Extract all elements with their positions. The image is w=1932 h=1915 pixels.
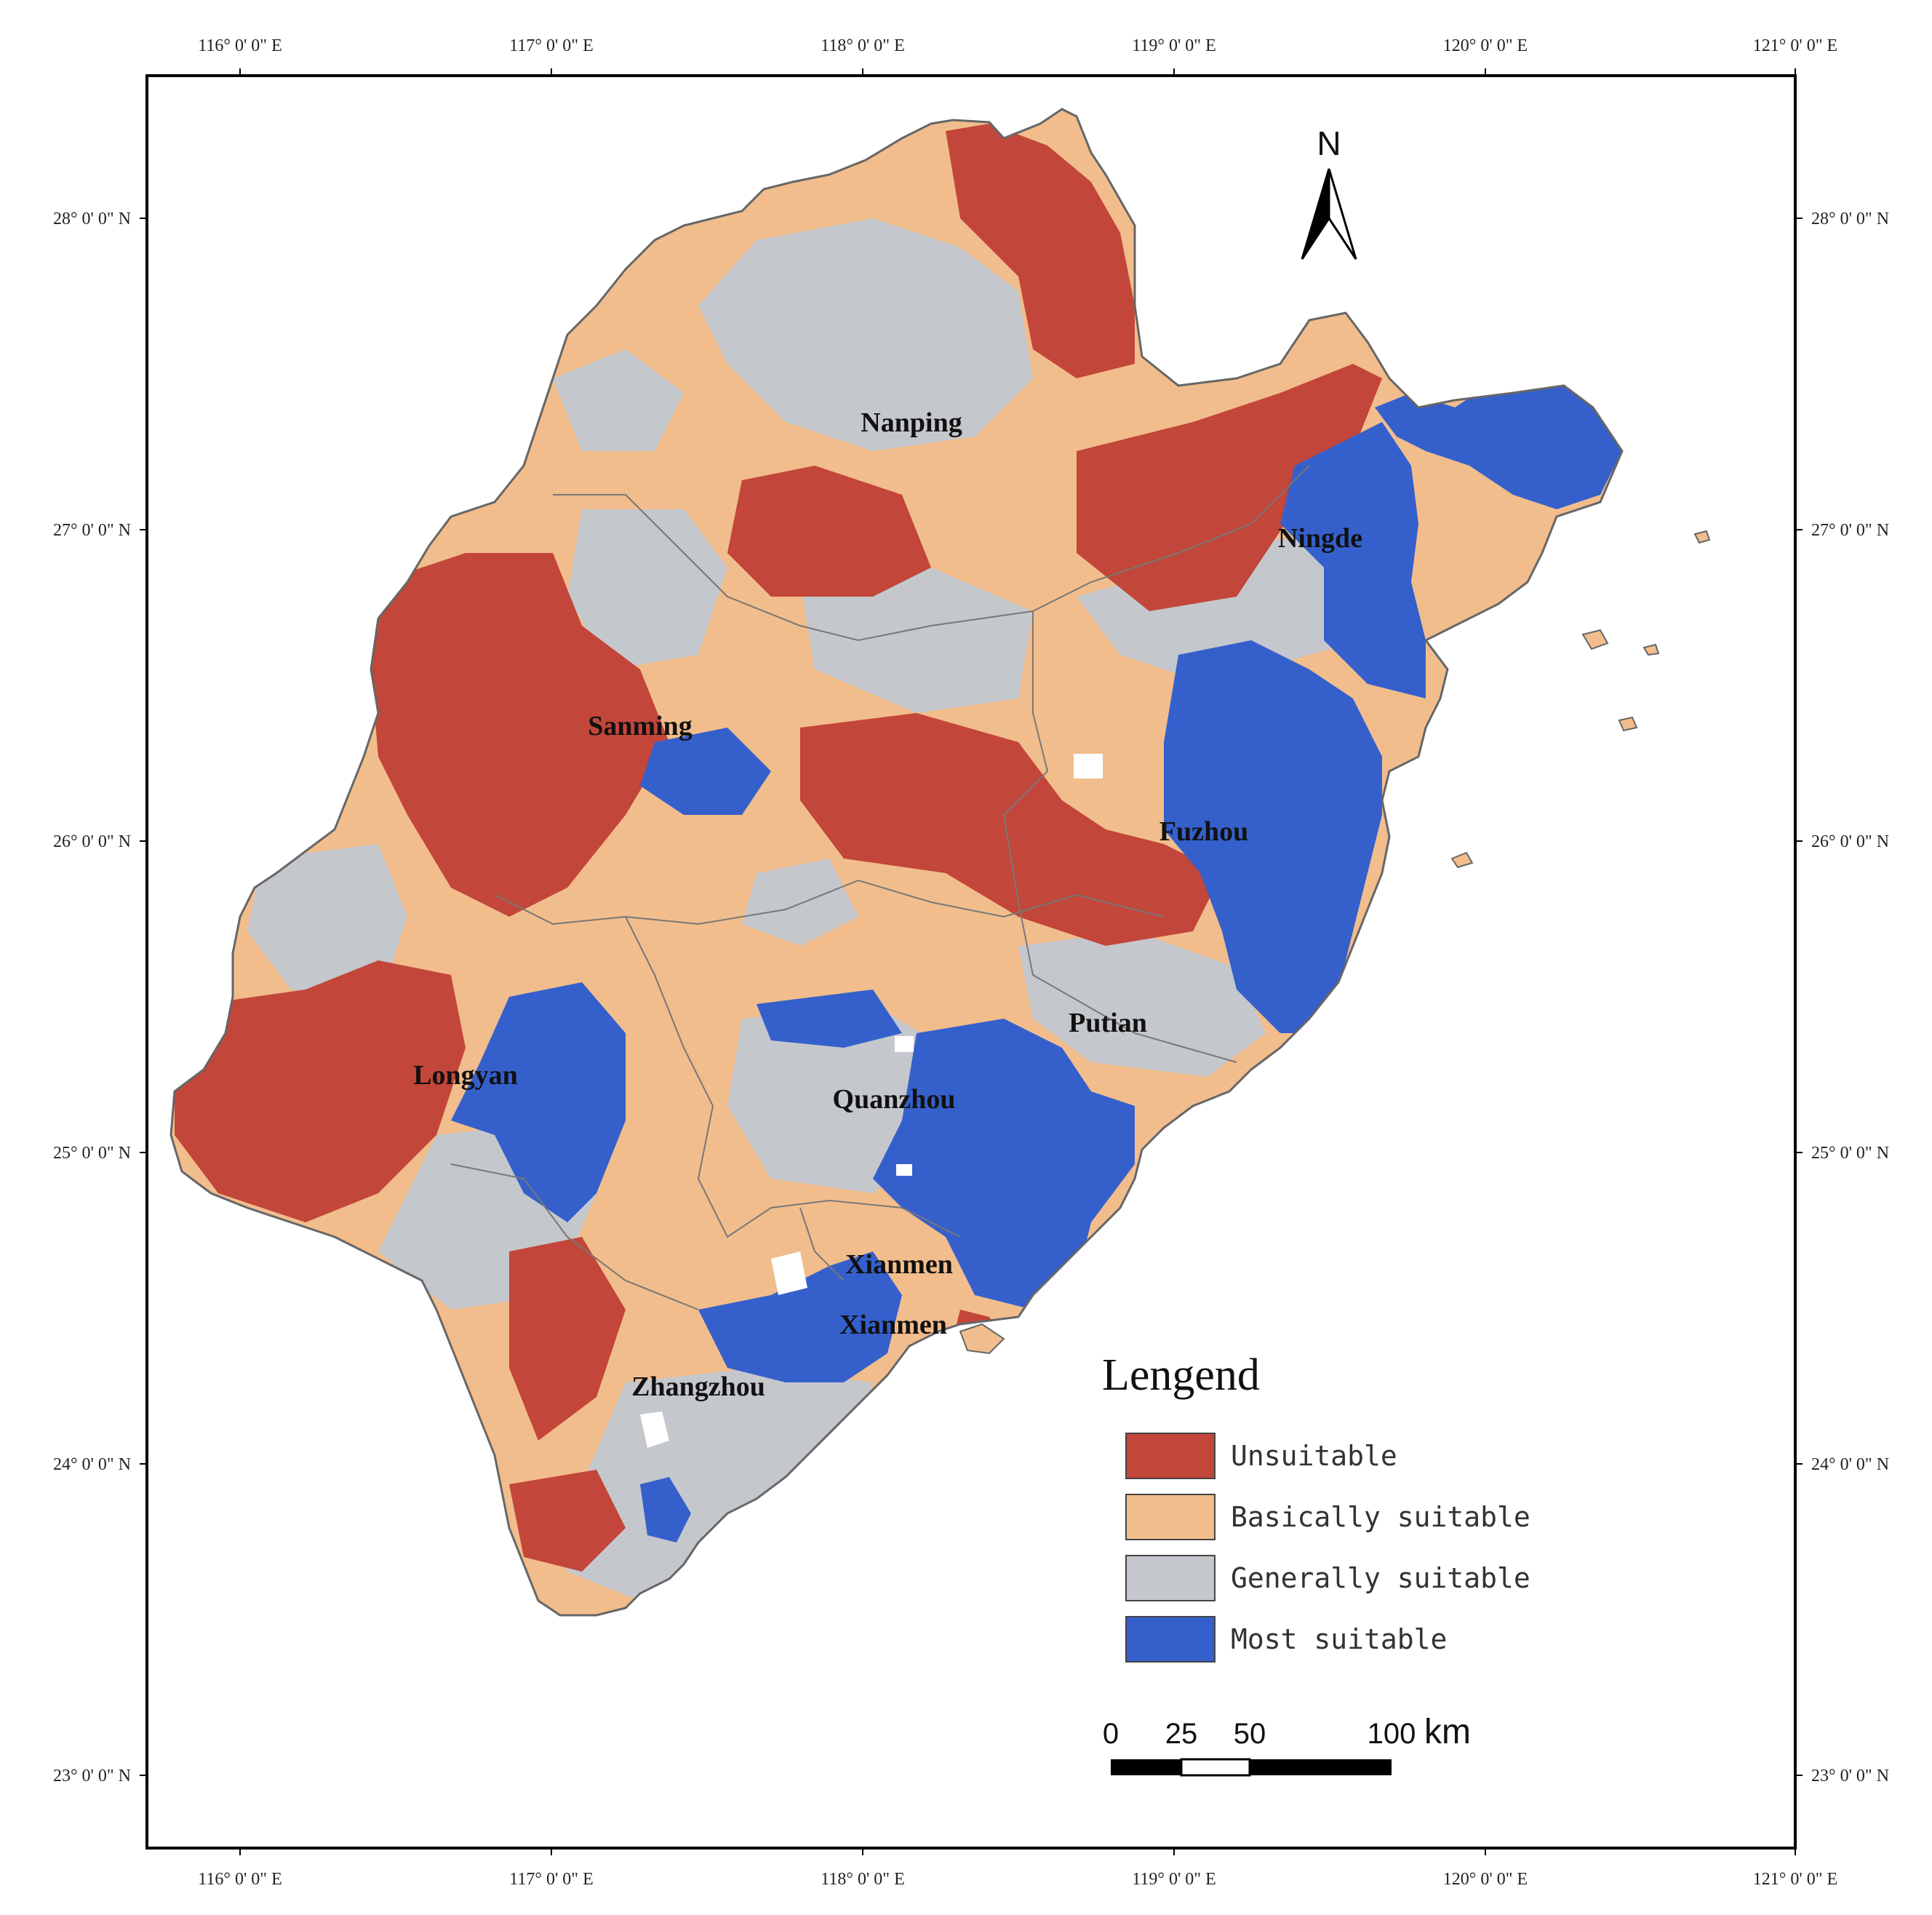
lat-label-left-27: 27° 0' 0" N bbox=[53, 521, 131, 540]
north-label: N bbox=[1317, 124, 1341, 162]
city-label-longyan: Longyan bbox=[413, 1060, 518, 1091]
city-label-putian: Putian bbox=[1069, 1008, 1147, 1038]
city-label-nanping: Nanping bbox=[861, 407, 962, 438]
lat-label-left-24: 24° 0' 0" N bbox=[53, 1455, 131, 1474]
legend-swatch-most-suitable bbox=[1125, 1616, 1216, 1663]
lat-label-right-26: 26° 0' 0" N bbox=[1811, 832, 1889, 851]
scale-tick-25: 25 bbox=[1165, 1718, 1198, 1750]
lat-label-left-23: 23° 0' 0" N bbox=[53, 1767, 131, 1785]
legend-swatch-generally-suitable bbox=[1125, 1555, 1216, 1601]
coastal-islands bbox=[959, 530, 1711, 1355]
city-label-xianmen-1: Xianmen bbox=[845, 1249, 953, 1280]
north-arrow-icon bbox=[1301, 168, 1357, 260]
generally-suitable-zones bbox=[247, 218, 1411, 1601]
legend-label-generally-suitable: Generally suitable bbox=[1231, 1562, 1530, 1594]
legend-swatch-unsuitable bbox=[1125, 1433, 1216, 1479]
lat-label-right-25: 25° 0' 0" N bbox=[1811, 1144, 1889, 1163]
province-boundary bbox=[169, 108, 1624, 1617]
scale-bar: 0 25 50 100 km bbox=[1103, 1713, 1471, 1777]
lat-label-left-25: 25° 0' 0" N bbox=[53, 1144, 131, 1163]
legend-title: Lengend bbox=[1102, 1350, 1260, 1400]
lat-label-right-24: 24° 0' 0" N bbox=[1811, 1455, 1889, 1474]
lon-label-top-116: 116° 0' 0" E bbox=[198, 36, 282, 55]
lon-label-bottom-121: 121° 0' 0" E bbox=[1753, 1870, 1837, 1889]
most-suitable-zones bbox=[451, 378, 1622, 1542]
lon-label-top-118: 118° 0' 0" E bbox=[821, 36, 905, 55]
scale-tick-0: 0 bbox=[1103, 1718, 1119, 1750]
lon-label-bottom-118: 118° 0' 0" E bbox=[821, 1870, 905, 1889]
lon-label-top-120: 120° 0' 0" E bbox=[1443, 36, 1528, 55]
scale-segment-1 bbox=[1111, 1759, 1181, 1775]
city-label-ningde: Ningde bbox=[1278, 523, 1362, 554]
lon-label-bottom-119: 119° 0' 0" E bbox=[1132, 1870, 1216, 1889]
legend: Lengend Unsuitable Basically suitable Ge… bbox=[1102, 1350, 1530, 1663]
legend-swatch-basically-suitable bbox=[1125, 1494, 1216, 1540]
scale-unit: km bbox=[1424, 1713, 1471, 1751]
map-frame bbox=[145, 74, 1797, 1850]
scale-segment-2 bbox=[1180, 1758, 1251, 1777]
legend-label-unsuitable: Unsuitable bbox=[1231, 1440, 1397, 1472]
no-data-patches bbox=[640, 754, 1103, 1448]
legend-label-most-suitable: Most suitable bbox=[1231, 1623, 1447, 1655]
lon-label-bottom-117: 117° 0' 0" E bbox=[509, 1870, 594, 1889]
city-label-sanming: Sanming bbox=[588, 711, 692, 741]
city-label-zhangzhou: Zhangzhou bbox=[631, 1371, 765, 1402]
lat-label-right-27: 27° 0' 0" N bbox=[1811, 521, 1889, 540]
city-label-xianmen-2: Xianmen bbox=[839, 1310, 947, 1340]
lat-label-left-28: 28° 0' 0" N bbox=[53, 210, 131, 228]
suitability-raster bbox=[171, 109, 1622, 1615]
lon-label-top-121: 121° 0' 0" E bbox=[1753, 36, 1837, 55]
lat-label-left-26: 26° 0' 0" N bbox=[53, 832, 131, 851]
lon-label-top-117: 117° 0' 0" E bbox=[509, 36, 594, 55]
lon-label-bottom-120: 120° 0' 0" E bbox=[1443, 1870, 1528, 1889]
north-arrow: N bbox=[1301, 124, 1357, 260]
scale-segment-3 bbox=[1250, 1759, 1392, 1775]
city-label-fuzhou: Fuzhou bbox=[1159, 816, 1248, 847]
unsuitable-zones bbox=[175, 124, 1382, 1572]
legend-label-basically-suitable: Basically suitable bbox=[1231, 1501, 1530, 1533]
lon-label-top-119: 119° 0' 0" E bbox=[1132, 36, 1216, 55]
city-label-quanzhou: Quanzhou bbox=[833, 1084, 956, 1115]
graticule-ticks bbox=[140, 68, 1803, 1855]
lon-label-bottom-116: 116° 0' 0" E bbox=[198, 1870, 282, 1889]
scale-tick-100: 100 bbox=[1368, 1718, 1416, 1750]
lat-label-right-23: 23° 0' 0" N bbox=[1811, 1767, 1889, 1785]
lat-label-right-28: 28° 0' 0" N bbox=[1811, 210, 1889, 228]
city-boundaries bbox=[450, 465, 1310, 1310]
scale-tick-50: 50 bbox=[1234, 1718, 1266, 1750]
